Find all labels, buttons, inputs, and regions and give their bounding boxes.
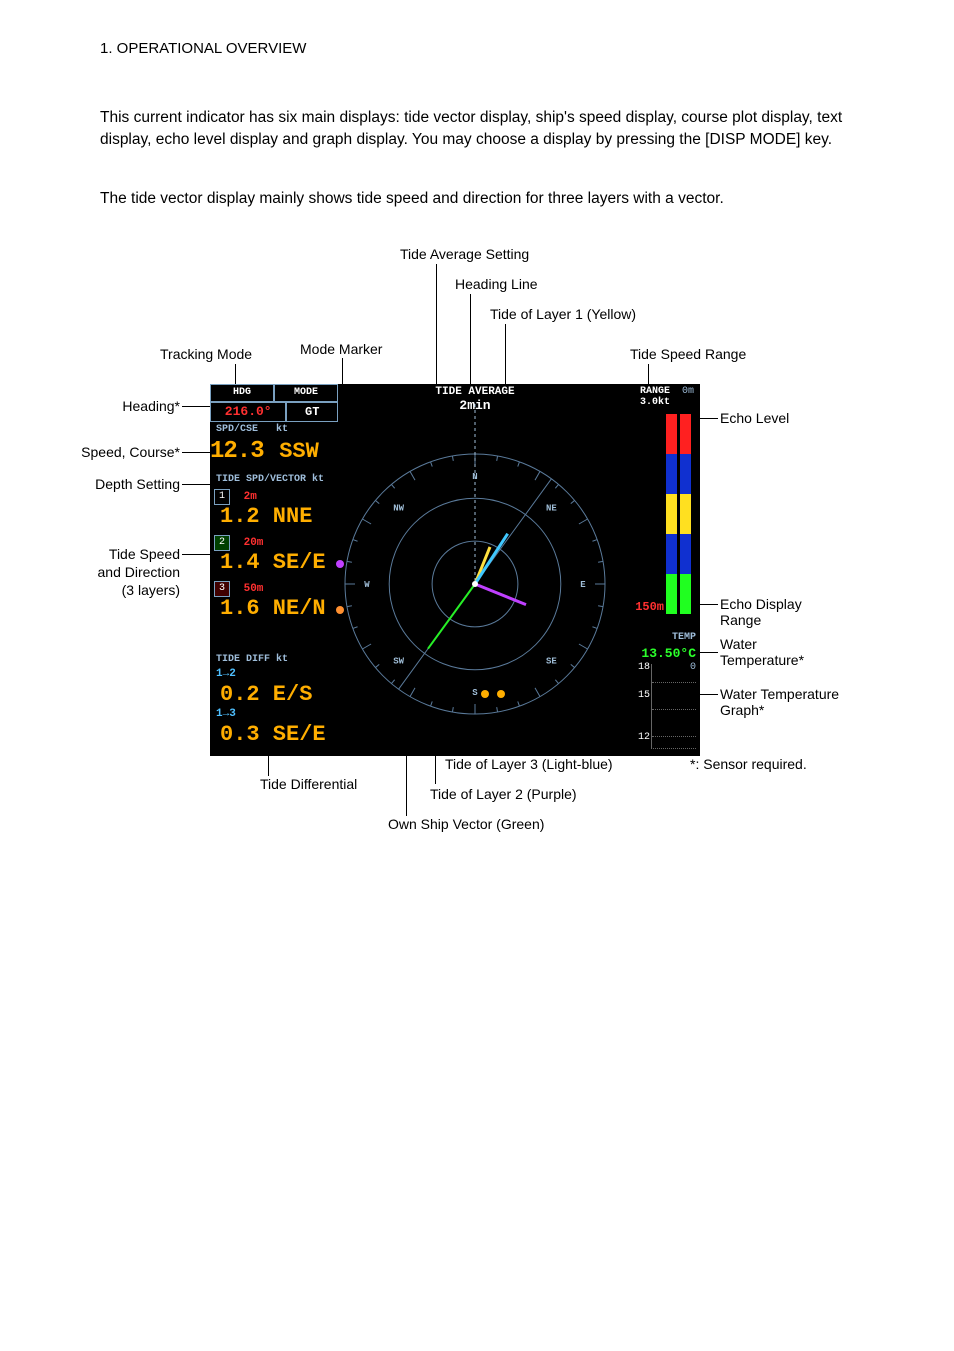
- left-data-panel: HDG MODE 216.0° GT SPD/CSE kt 12.3 SSW T…: [210, 384, 338, 756]
- hdr-mode: MODE: [274, 384, 338, 402]
- range-zero: 0m: [682, 386, 694, 397]
- depth-badge-2: 2: [214, 535, 230, 551]
- layer1-value: 1.2 NNE: [220, 504, 338, 532]
- callout-echo-range-2: Range: [720, 612, 761, 630]
- range-value: 3.0kt: [640, 397, 670, 408]
- callout-sensor-required: *: Sensor required.: [690, 756, 807, 774]
- temp-label: TEMP: [672, 632, 696, 643]
- svg-text:NE: NE: [546, 504, 557, 514]
- diff12-value: 0.2 E/S: [220, 682, 312, 707]
- diff13-label: 1→3: [216, 708, 236, 720]
- diff13-value: 0.3 SE/E: [220, 722, 326, 747]
- range-row: RANGE 3.0kt: [640, 386, 670, 408]
- echo-bar-2: [680, 414, 691, 614]
- screenshot: HDG MODE 216.0° GT SPD/CSE kt 12.3 SSW T…: [210, 384, 700, 756]
- depth-value-3: 50m: [244, 583, 264, 595]
- course-value: SSW: [279, 439, 319, 464]
- spd-cse-header: SPD/CSE kt: [210, 422, 344, 438]
- echo-bars: [666, 414, 694, 614]
- echo-bar-1: [666, 414, 677, 614]
- callout-tide-avg-setting: Tide Average Setting: [400, 246, 529, 264]
- svg-text:E: E: [580, 580, 586, 590]
- callout-water-temp-2: Temperature*: [720, 652, 804, 670]
- callout-layer2: Tide of Layer 2 (Purple): [430, 786, 577, 804]
- callout-depth-setting: Depth Setting: [95, 476, 180, 494]
- svg-text:SE: SE: [546, 657, 557, 667]
- callout-mode-marker: Mode Marker: [300, 341, 382, 359]
- hdr-hdg: HDG: [210, 384, 274, 402]
- range-label: RANGE: [640, 386, 670, 397]
- temp-axis-18: 18: [630, 662, 650, 673]
- heading-value: 216.0°: [210, 402, 286, 422]
- tide-vector-paragraph: The tide vector display mainly shows tid…: [100, 188, 854, 210]
- callout-echo-level: Echo Level: [720, 410, 789, 428]
- tide-average-row: TIDE AVERAGE 2min: [338, 386, 612, 413]
- temp-value: 13.50°C: [641, 646, 696, 661]
- leader: [182, 406, 212, 407]
- leader: [182, 452, 212, 453]
- callout-layer3: Tide of Layer 3 (Light-blue): [445, 756, 613, 774]
- callout-heading-line: Heading Line: [455, 276, 538, 294]
- callout-tracking-mode: Tracking Mode: [160, 346, 252, 364]
- callout-tide-speed-dir-3: (3 layers): [122, 582, 180, 600]
- layer2-value: 1.4 SE/E: [220, 550, 338, 578]
- leader: [436, 264, 437, 390]
- leader: [182, 554, 212, 555]
- svg-text:NW: NW: [393, 504, 404, 514]
- speed-value: 12.3: [210, 438, 264, 465]
- compass-panel: TIDE AVERAGE 2min NNEESESSWWNW: [338, 384, 612, 756]
- svg-text:SW: SW: [393, 657, 404, 667]
- callout-own-ship: Own Ship Vector (Green): [388, 816, 544, 834]
- right-panel: RANGE 3.0kt 0m 150m TEMP 13.50°C 18 0 15…: [612, 384, 700, 756]
- callout-tide-layer1: Tide of Layer 1 (Yellow): [490, 306, 636, 324]
- echo-range-value: 150m: [635, 600, 664, 614]
- leader: [182, 484, 212, 485]
- depth-badge-1: 1: [214, 489, 230, 505]
- mode-value: GT: [286, 402, 338, 422]
- callout-echo-range-1: Echo Display: [720, 596, 802, 614]
- svg-text:S: S: [472, 688, 478, 698]
- tide-average-value: 2min: [459, 398, 490, 413]
- section-header: 1. OPERATIONAL OVERVIEW: [100, 40, 854, 57]
- layer3-value: 1.6 NE/N: [220, 596, 338, 624]
- callout-tide-speed-dir-1: Tide Speed: [109, 546, 180, 564]
- figure: Tide Average Setting Heading Line Tide o…: [100, 246, 860, 886]
- diff12-label: 1→2: [216, 668, 236, 680]
- depth-value-2: 20m: [244, 537, 264, 549]
- callout-tide-speed-range: Tide Speed Range: [630, 346, 746, 364]
- compass-svg: NNEESESSWWNW: [338, 384, 612, 756]
- depth-value-1: 2m: [244, 491, 257, 503]
- temp-axis-12: 12: [630, 732, 650, 743]
- svg-text:W: W: [364, 580, 370, 590]
- leader: [698, 694, 718, 695]
- callout-water-temp-graph-2: Graph*: [720, 702, 764, 720]
- temp-axis-15: 15: [630, 690, 650, 701]
- tide-average-label: TIDE AVERAGE: [435, 386, 514, 398]
- callout-water-temp-graph-1: Water Temperature: [720, 686, 839, 704]
- speed-row: 12.3 SSW: [210, 438, 338, 470]
- tide-spd-vector-header: TIDE SPD/VECTOR kt: [210, 472, 344, 488]
- callout-water-temp-1: Water: [720, 636, 757, 654]
- leader: [268, 754, 269, 776]
- tide-diff-header: TIDE DIFF kt: [210, 652, 344, 668]
- temp-graph: [651, 664, 696, 749]
- leader: [700, 418, 718, 419]
- intro-paragraph: This current indicator has six main disp…: [100, 107, 854, 152]
- callout-speed-course: Speed, Course*: [81, 444, 180, 462]
- callout-tide-speed-dir-2: and Direction: [98, 564, 181, 582]
- callout-heading: Heading*: [122, 398, 180, 416]
- callout-tide-differential: Tide Differential: [260, 776, 357, 794]
- depth-badge-3: 3: [214, 581, 230, 597]
